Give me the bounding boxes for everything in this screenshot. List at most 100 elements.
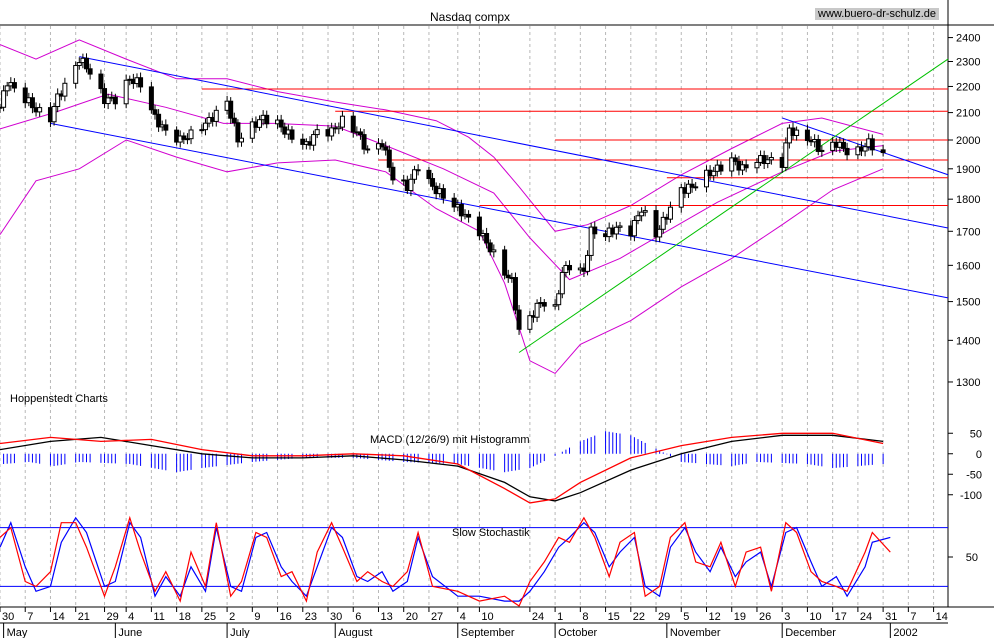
candle-body — [184, 138, 190, 141]
candle-body — [408, 178, 414, 191]
date-tick-label: 10 — [809, 611, 821, 623]
candle-body — [585, 254, 591, 272]
candle-body — [231, 117, 237, 124]
candle-body — [819, 149, 825, 152]
candle-body — [794, 129, 800, 136]
candle-body — [329, 127, 335, 137]
candle-body — [502, 249, 508, 276]
candle-body — [29, 97, 35, 109]
candle-body — [592, 226, 598, 235]
candle-body — [588, 226, 594, 256]
candle-body — [152, 109, 158, 115]
candle-body — [148, 86, 154, 111]
candle-body — [844, 147, 850, 156]
macd-title: MACD (12/26/9) mit Histogramm — [370, 434, 530, 446]
date-tick-label: 24 — [532, 611, 544, 623]
date-tick-label: 30 — [330, 611, 342, 623]
candle-body — [314, 129, 320, 136]
stochastic-title: Slow Stochastik — [452, 527, 530, 539]
candle-body — [880, 149, 886, 154]
macd-series-line — [0, 434, 884, 502]
candle-body — [37, 107, 43, 113]
price-tick-label: 2200 — [956, 81, 980, 93]
candle-body — [765, 159, 771, 164]
price-tick-label: 1900 — [956, 164, 980, 176]
month-label: June — [118, 627, 142, 638]
month-label: October — [558, 627, 597, 638]
candle-body — [743, 164, 749, 169]
candle-body — [783, 142, 789, 168]
candle-body — [631, 219, 637, 237]
candle-body — [336, 126, 342, 130]
candle-body — [55, 93, 61, 108]
price-tick-label: 2000 — [956, 135, 980, 147]
bollinger-middle — [0, 93, 884, 281]
macd-tick-label: 0 — [976, 449, 982, 461]
price-tick-label: 1500 — [956, 297, 980, 309]
candle-body — [278, 119, 284, 128]
candle-body — [689, 183, 695, 188]
candle-body — [311, 134, 317, 146]
date-tick-label: 31 — [885, 611, 897, 623]
date-tick-label: 29 — [107, 611, 119, 623]
candle-body — [257, 119, 263, 128]
candle-body — [703, 169, 709, 188]
candle-body — [228, 100, 234, 119]
candle-body — [390, 166, 396, 181]
candle-body — [635, 215, 641, 221]
candle-body — [339, 115, 345, 128]
candle-body — [105, 97, 111, 105]
candle-body — [22, 87, 28, 104]
date-tick-label: 26 — [759, 611, 771, 623]
date-tick-label: 21 — [78, 611, 90, 623]
source-label: www.buero-dr-schulz.de — [815, 8, 939, 20]
chart-title: Nasdaq compx — [430, 10, 511, 24]
candle-body — [202, 122, 208, 131]
date-tick-label: 22 — [633, 611, 645, 623]
candle-body — [249, 121, 255, 139]
date-tick-label: 12 — [708, 611, 720, 623]
candle-body — [458, 203, 464, 217]
candle-body — [476, 216, 482, 237]
date-tick-label: 7 — [27, 611, 33, 623]
month-label: August — [338, 627, 372, 638]
stochastic-series-line — [0, 515, 891, 607]
date-tick-label: 29 — [658, 611, 670, 623]
macd-tick-label: 50 — [970, 428, 982, 440]
candle-body — [815, 139, 821, 152]
candle-body — [181, 135, 187, 140]
date-tick-label: 18 — [179, 611, 191, 623]
date-tick-label: 4 — [128, 611, 134, 623]
candle-body — [213, 109, 219, 122]
trend-line — [518, 58, 949, 353]
price-tick-label: 1700 — [956, 226, 980, 238]
candle-body — [678, 187, 684, 208]
date-tick-label: 1 — [557, 611, 563, 623]
candle-body — [567, 264, 573, 271]
macd-tick-label: -50 — [966, 469, 982, 481]
candle-body — [512, 277, 518, 311]
candle-body — [361, 134, 367, 150]
candle-body — [559, 271, 565, 295]
trend-line — [50, 122, 949, 299]
month-label: 2002 — [893, 627, 917, 638]
date-tick-label: 30 — [2, 611, 14, 623]
date-tick-label: 11 — [153, 611, 164, 623]
date-tick-label: 5 — [683, 611, 689, 623]
candle-body — [73, 65, 79, 84]
candle-body — [4, 85, 10, 92]
candle-body — [138, 77, 144, 88]
month-label: November — [670, 627, 721, 638]
date-tick-label: 19 — [734, 611, 746, 623]
date-tick-label: 23 — [305, 611, 317, 623]
candle-body — [289, 129, 295, 140]
candle-body — [711, 170, 717, 177]
candle-body — [415, 169, 421, 172]
candle-body — [729, 157, 735, 172]
candle-body — [653, 210, 659, 238]
candle-body — [617, 225, 623, 228]
candle-body — [862, 146, 868, 152]
month-label: July — [230, 627, 250, 638]
